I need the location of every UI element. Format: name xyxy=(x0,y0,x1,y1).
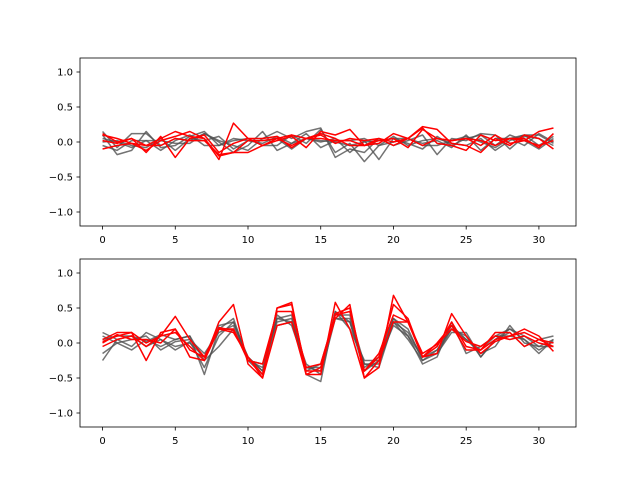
x-tick-label: 20 xyxy=(387,235,400,246)
y-tick-label: 1.0 xyxy=(57,269,73,280)
x-tick-label: 0 xyxy=(99,436,105,447)
red-series-line xyxy=(102,127,554,159)
y-tick-label: 0.0 xyxy=(57,138,73,149)
y-tick-label: −0.5 xyxy=(49,374,73,385)
x-tick-label: 30 xyxy=(533,436,546,447)
x-tick-label: 20 xyxy=(387,436,400,447)
red-series-line xyxy=(102,137,554,156)
gray-series-line xyxy=(102,132,554,152)
x-tick-label: 15 xyxy=(314,235,327,246)
series-group xyxy=(101,294,554,383)
y-tick-label: 0.5 xyxy=(57,103,73,114)
y-tick-label: −1.0 xyxy=(49,208,73,219)
x-tick-label: 30 xyxy=(533,235,546,246)
red-series-line xyxy=(102,303,554,379)
x-tick-label: 10 xyxy=(242,436,255,447)
y-tick-label: −1.0 xyxy=(49,409,73,420)
red-series-line xyxy=(102,310,554,372)
y-tick-label: 1.0 xyxy=(57,68,73,79)
x-tick-label: 25 xyxy=(460,235,473,246)
x-tick-label: 5 xyxy=(172,436,178,447)
gray-series-line xyxy=(102,130,554,154)
x-tick-label: 5 xyxy=(172,235,178,246)
x-tick-label: 10 xyxy=(242,235,255,246)
top-subplot: 0 5 10 15 20 25 30 −1.0 −0.5 0.0 0.5 1.0 xyxy=(49,57,577,246)
x-tick-label: 0 xyxy=(99,235,105,246)
y-tick-label: 0.0 xyxy=(57,339,73,350)
x-tick-label: 15 xyxy=(314,436,327,447)
series-group xyxy=(101,122,554,163)
y-tick-label: −0.5 xyxy=(49,173,73,184)
bottom-subplot: 0 5 10 15 20 25 30 −1.0 −0.5 0.0 0.5 1.0 xyxy=(49,258,577,447)
x-tick-label: 25 xyxy=(460,436,473,447)
red-series-line xyxy=(102,125,554,157)
y-tick-label: 0.5 xyxy=(57,304,73,315)
